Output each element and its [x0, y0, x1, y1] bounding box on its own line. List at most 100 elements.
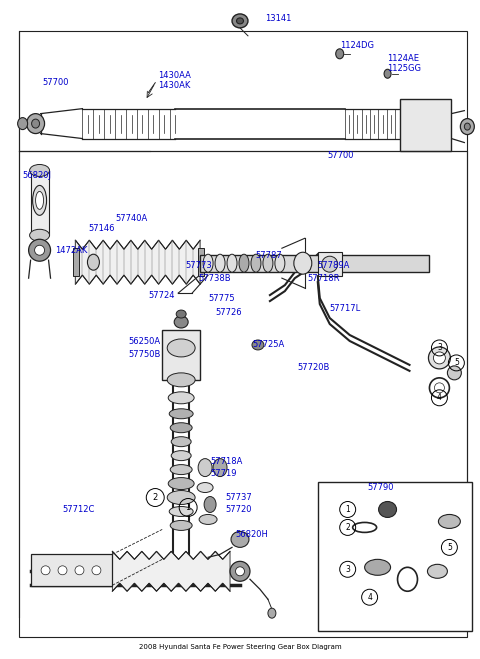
- Text: 57717L: 57717L: [330, 304, 361, 312]
- Text: 3: 3: [345, 565, 350, 574]
- Ellipse shape: [236, 567, 244, 576]
- Text: 56250A: 56250A: [128, 337, 160, 347]
- Ellipse shape: [167, 490, 195, 505]
- Text: 57146: 57146: [88, 224, 115, 233]
- Ellipse shape: [75, 566, 84, 575]
- Text: 56820J: 56820J: [23, 171, 52, 180]
- Text: 1: 1: [345, 505, 350, 514]
- Text: 13141: 13141: [265, 14, 291, 24]
- Text: 3: 3: [437, 343, 442, 353]
- Text: 57726: 57726: [215, 308, 242, 316]
- Bar: [318, 252, 342, 276]
- Ellipse shape: [26, 113, 45, 134]
- Ellipse shape: [174, 316, 188, 328]
- Ellipse shape: [429, 347, 450, 369]
- Ellipse shape: [464, 123, 470, 130]
- Ellipse shape: [336, 49, 344, 59]
- Ellipse shape: [213, 459, 227, 476]
- Bar: [198, 248, 204, 276]
- Text: 56820H: 56820H: [235, 530, 268, 539]
- Ellipse shape: [237, 18, 243, 24]
- Bar: [19, 31, 468, 150]
- Ellipse shape: [170, 521, 192, 530]
- Bar: [31, 554, 112, 587]
- Ellipse shape: [30, 229, 49, 241]
- Ellipse shape: [199, 515, 217, 525]
- Ellipse shape: [170, 422, 192, 433]
- Bar: [318, 482, 472, 631]
- Ellipse shape: [18, 117, 28, 130]
- Bar: [399, 99, 451, 150]
- Text: 4: 4: [367, 592, 372, 602]
- Text: 57725A: 57725A: [252, 341, 284, 349]
- Ellipse shape: [29, 239, 50, 261]
- Ellipse shape: [197, 482, 213, 492]
- Ellipse shape: [231, 531, 249, 548]
- Ellipse shape: [168, 478, 194, 490]
- Text: 1125GG: 1125GG: [387, 65, 421, 73]
- Polygon shape: [112, 552, 230, 591]
- Ellipse shape: [30, 165, 49, 177]
- Text: 1472AK: 1472AK: [56, 246, 88, 255]
- Ellipse shape: [58, 566, 67, 575]
- Ellipse shape: [232, 14, 248, 28]
- Text: 1124AE: 1124AE: [387, 54, 420, 63]
- Text: 57750B: 57750B: [128, 351, 161, 359]
- Text: 2008 Hyundai Santa Fe Power Steering Gear Box Diagram: 2008 Hyundai Santa Fe Power Steering Gea…: [139, 644, 341, 650]
- Ellipse shape: [428, 564, 447, 579]
- Ellipse shape: [36, 191, 44, 210]
- Ellipse shape: [92, 566, 101, 575]
- Text: 5: 5: [447, 543, 452, 552]
- Text: 57719: 57719: [210, 469, 237, 478]
- Ellipse shape: [230, 561, 250, 581]
- Ellipse shape: [170, 465, 192, 474]
- Ellipse shape: [169, 409, 193, 418]
- Ellipse shape: [379, 501, 396, 517]
- Ellipse shape: [268, 608, 276, 618]
- Ellipse shape: [227, 254, 237, 272]
- Ellipse shape: [447, 366, 461, 380]
- Ellipse shape: [322, 256, 338, 272]
- Text: 2: 2: [153, 493, 158, 502]
- Ellipse shape: [251, 254, 261, 272]
- Ellipse shape: [176, 310, 186, 318]
- Ellipse shape: [169, 507, 193, 517]
- Text: 57720B: 57720B: [298, 363, 330, 372]
- Ellipse shape: [294, 252, 312, 274]
- Ellipse shape: [32, 119, 39, 128]
- Ellipse shape: [87, 254, 99, 270]
- Ellipse shape: [204, 496, 216, 513]
- Ellipse shape: [215, 254, 225, 272]
- Ellipse shape: [41, 566, 50, 575]
- Ellipse shape: [168, 392, 194, 404]
- Text: 4: 4: [437, 393, 442, 402]
- Text: 1124DG: 1124DG: [340, 42, 374, 50]
- Text: 2: 2: [345, 523, 350, 532]
- Text: 57790: 57790: [368, 483, 394, 492]
- Bar: [31, 171, 48, 235]
- Text: 1430AK: 1430AK: [158, 81, 191, 90]
- Ellipse shape: [167, 373, 195, 387]
- Text: 57787: 57787: [255, 250, 282, 260]
- Ellipse shape: [275, 254, 285, 272]
- Ellipse shape: [438, 515, 460, 529]
- Text: 57700: 57700: [43, 78, 69, 87]
- Text: 1: 1: [186, 503, 191, 512]
- Text: 57712C: 57712C: [62, 505, 95, 514]
- Text: 57773: 57773: [185, 261, 212, 270]
- Text: 57740A: 57740A: [115, 214, 148, 223]
- Ellipse shape: [35, 245, 45, 255]
- Ellipse shape: [171, 437, 191, 447]
- Text: 57718A: 57718A: [210, 457, 242, 466]
- Ellipse shape: [384, 69, 391, 78]
- Text: 57789A: 57789A: [318, 261, 350, 270]
- Text: 57724: 57724: [148, 291, 175, 300]
- Bar: [162, 330, 200, 380]
- Ellipse shape: [433, 352, 445, 364]
- Text: 57775: 57775: [208, 294, 235, 302]
- Ellipse shape: [263, 254, 273, 272]
- Text: 57720: 57720: [225, 505, 252, 514]
- Ellipse shape: [171, 451, 191, 461]
- Bar: [200, 255, 430, 272]
- Text: 1430AA: 1430AA: [158, 71, 191, 80]
